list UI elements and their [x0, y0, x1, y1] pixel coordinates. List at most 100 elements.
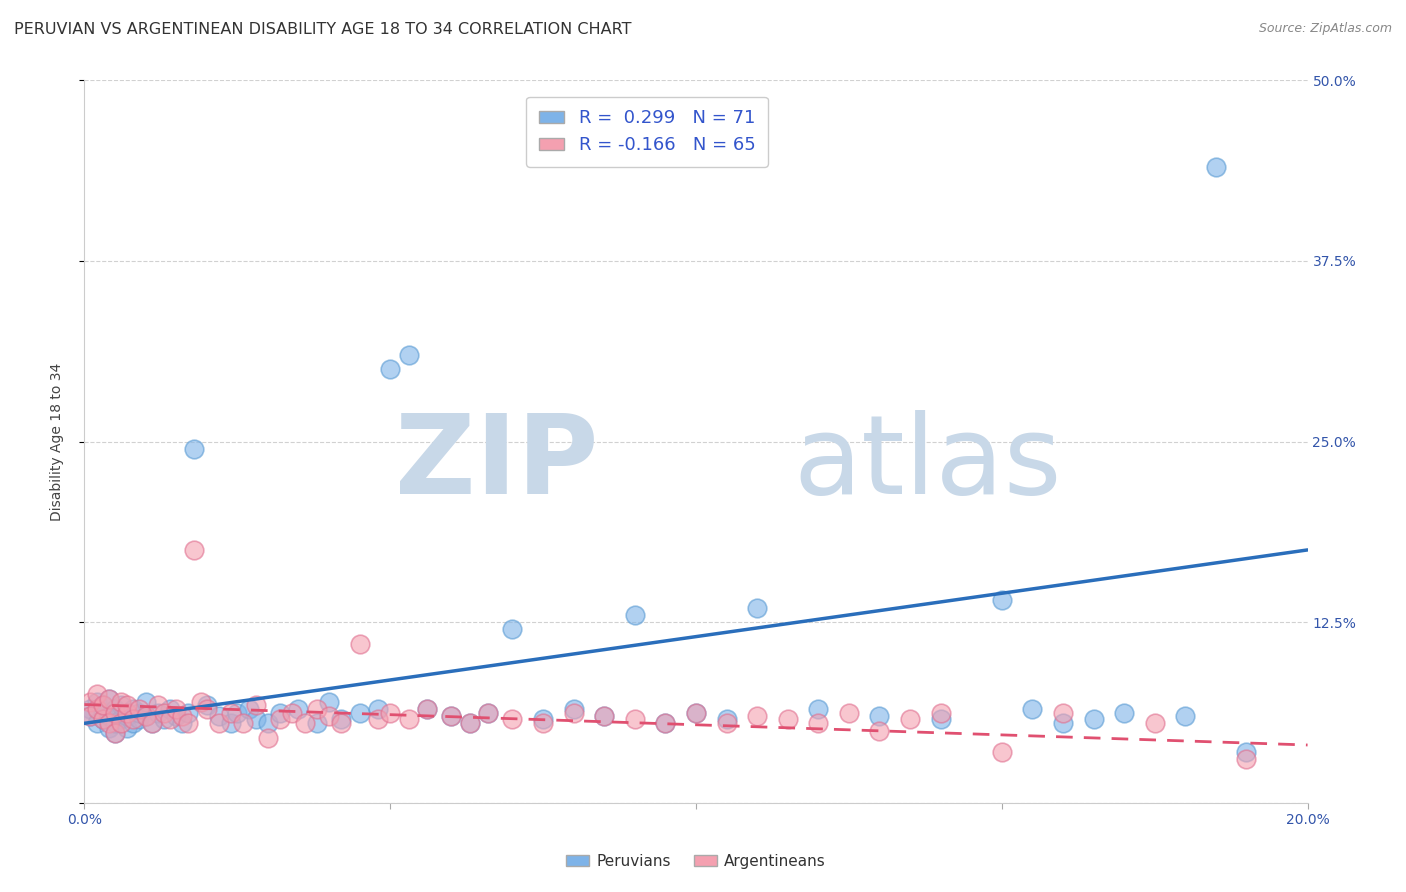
Point: [349, 637, 371, 651]
Point: [416, 702, 439, 716]
Point: [146, 698, 169, 712]
Point: [367, 712, 389, 726]
Point: [135, 709, 157, 723]
Point: [128, 702, 150, 716]
Point: [1143, 716, 1166, 731]
Point: [79, 709, 101, 723]
Point: [593, 709, 616, 723]
Point: [269, 706, 291, 721]
Point: [991, 745, 1014, 759]
Point: [165, 702, 187, 716]
Point: [593, 709, 616, 723]
Point: [86, 702, 108, 716]
Point: [281, 706, 304, 721]
Point: [190, 695, 212, 709]
Point: [869, 723, 891, 738]
Point: [208, 709, 231, 723]
Text: ZIP: ZIP: [395, 409, 598, 516]
Point: [807, 702, 830, 716]
Point: [416, 702, 439, 716]
Y-axis label: Disability Age 18 to 34: Disability Age 18 to 34: [49, 362, 63, 521]
Point: [776, 712, 799, 726]
Point: [79, 709, 101, 723]
Point: [172, 716, 194, 731]
Point: [91, 698, 114, 712]
Point: [624, 712, 647, 726]
Point: [305, 702, 328, 716]
Point: [245, 712, 267, 726]
Point: [502, 712, 524, 726]
Point: [122, 716, 145, 731]
Point: [531, 712, 554, 726]
Point: [477, 706, 499, 721]
Point: [349, 706, 371, 721]
Point: [318, 709, 340, 723]
Point: [929, 712, 952, 726]
Point: [104, 726, 127, 740]
Text: Source: ZipAtlas.com: Source: ZipAtlas.com: [1258, 22, 1392, 36]
Point: [110, 695, 132, 709]
Point: [177, 716, 200, 731]
Point: [238, 702, 260, 716]
Point: [1205, 160, 1227, 174]
Point: [104, 726, 127, 740]
Text: PERUVIAN VS ARGENTINEAN DISABILITY AGE 18 TO 34 CORRELATION CHART: PERUVIAN VS ARGENTINEAN DISABILITY AGE 1…: [14, 22, 631, 37]
Point: [110, 716, 132, 731]
Point: [330, 716, 353, 731]
Point: [562, 702, 585, 716]
Point: [141, 716, 163, 731]
Point: [159, 712, 181, 726]
Point: [195, 698, 218, 712]
Point: [458, 716, 481, 731]
Point: [398, 712, 420, 726]
Point: [128, 712, 150, 726]
Point: [165, 709, 187, 723]
Point: [1021, 702, 1043, 716]
Point: [219, 716, 242, 731]
Point: [153, 712, 176, 726]
Point: [398, 348, 420, 362]
Point: [219, 706, 242, 721]
Point: [807, 716, 830, 731]
Point: [79, 695, 101, 709]
Point: [318, 695, 340, 709]
Point: [287, 702, 309, 716]
Text: atlas: atlas: [794, 409, 1063, 516]
Point: [747, 600, 769, 615]
Point: [153, 706, 176, 721]
Point: [502, 623, 524, 637]
Point: [104, 706, 127, 721]
Point: [115, 721, 138, 735]
Point: [869, 709, 891, 723]
Point: [269, 712, 291, 726]
Point: [91, 706, 114, 721]
Point: [654, 716, 676, 731]
Point: [122, 702, 145, 716]
Point: [177, 706, 200, 721]
Point: [146, 706, 169, 721]
Point: [97, 709, 120, 723]
Point: [110, 698, 132, 712]
Point: [1174, 709, 1197, 723]
Point: [115, 698, 138, 712]
Point: [1114, 706, 1136, 721]
Point: [135, 709, 157, 723]
Point: [257, 731, 280, 745]
Point: [104, 702, 127, 716]
Point: [91, 712, 114, 726]
Point: [110, 712, 132, 726]
Point: [115, 706, 138, 721]
Point: [1052, 716, 1074, 731]
Point: [1052, 706, 1074, 721]
Point: [128, 706, 150, 721]
Point: [159, 702, 181, 716]
Point: [654, 716, 676, 731]
Point: [104, 716, 127, 731]
Point: [624, 607, 647, 622]
Point: [440, 709, 463, 723]
Point: [226, 706, 249, 721]
Point: [97, 716, 120, 731]
Point: [257, 716, 280, 731]
Point: [562, 706, 585, 721]
Point: [440, 709, 463, 723]
